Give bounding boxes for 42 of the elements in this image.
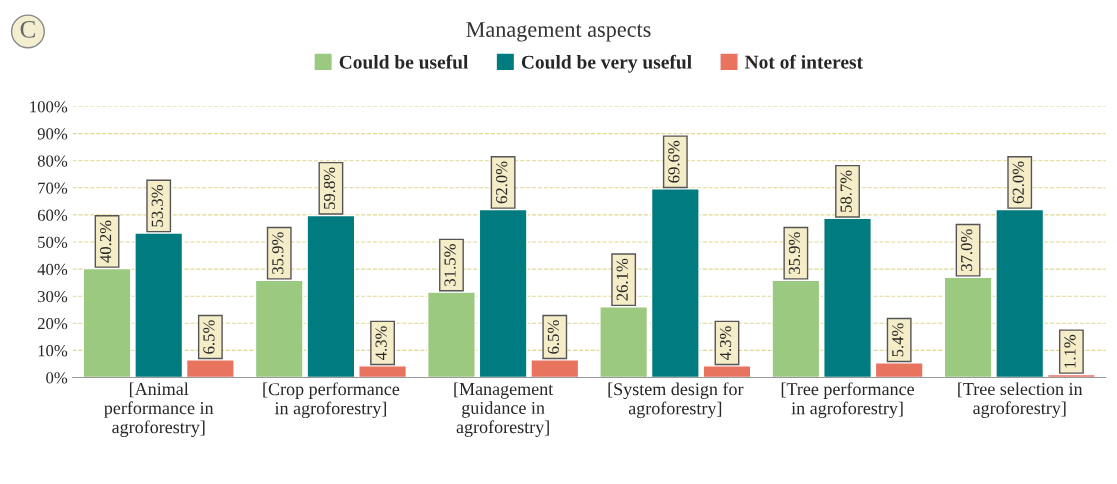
bar (358, 365, 408, 378)
data-label: 6.5% (203, 320, 215, 354)
data-label: 35.9% (272, 232, 284, 274)
y-tick-label: 10% (38, 345, 68, 357)
y-tick-label: 20% (37, 318, 68, 330)
data-label: 1.1% (1064, 334, 1076, 368)
y-tick-label: 70% (38, 182, 68, 194)
y-tick-label: 0% (46, 372, 68, 384)
legend-label: Could be very useful (521, 54, 692, 73)
data-label: 53.3% (151, 185, 163, 227)
data-label: 26.1% (616, 258, 628, 301)
x-tick-label: [System design for agroforestry] (608, 382, 744, 419)
x-tick-label: [Animal performance in agroforestry] (104, 382, 214, 438)
data-label: 62.0% (496, 161, 508, 204)
y-tick-label: 60% (37, 209, 68, 221)
legend-label: Not of interest (744, 54, 863, 69)
y-tick-label: 50% (38, 236, 68, 248)
data-label: 40.2% (99, 220, 112, 263)
y-tick-label: 90% (37, 128, 68, 140)
bar (702, 365, 752, 378)
x-tick-label: [Tree selection in agroforestry] (958, 382, 1083, 418)
y-tick-label: 80% (37, 155, 68, 167)
y-tick-label: 30% (37, 290, 68, 303)
x-tick-label: [Management guidance in agroforestry] (454, 382, 554, 437)
x-tick-label: [Crop performance in agroforestry] (263, 382, 400, 419)
data-label: 37.0% (960, 229, 973, 271)
chart-title: Management aspects (466, 22, 651, 42)
y-tick-label: 40% (37, 263, 68, 276)
data-label: 69.6% (668, 140, 680, 183)
data-label: 4.3% (719, 326, 732, 360)
text: C (20, 20, 35, 38)
data-label: 62.0% (1012, 161, 1024, 204)
data-label: 31.5% (444, 244, 456, 286)
data-label: 35.9% (788, 232, 801, 274)
y-tick-label: 100% (30, 101, 68, 113)
data-label: 5.4% (892, 323, 904, 357)
data-label: 58.7% (840, 170, 852, 212)
legend-label: Could be useful (339, 54, 469, 69)
data-label: 6.5% (547, 320, 560, 354)
data-label: 4.3% (375, 326, 387, 360)
x-tick-label: [Tree performance in agroforestry] (781, 382, 914, 419)
data-label: 59.8% (323, 167, 336, 209)
